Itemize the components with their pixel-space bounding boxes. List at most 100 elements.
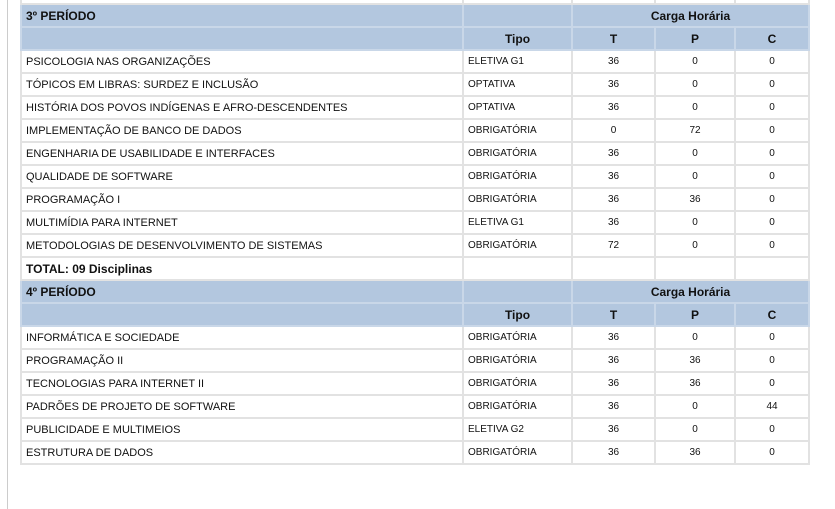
table-row: IMPLEMENTAÇÃO DE BANCO DE DADOS OBRIGATÓR…: [20, 118, 810, 143]
course-type: OBRIGATÓRIA: [462, 394, 573, 419]
course-type: OBRIGATÓRIA: [462, 164, 573, 189]
course-type: OBRIGATÓRIA: [462, 440, 573, 465]
hours-c: 0: [734, 187, 810, 212]
column-header-row: Tipo T P C: [20, 302, 810, 327]
hours-c: 0: [734, 417, 810, 442]
course-type: OBRIGATÓRIA: [462, 325, 573, 350]
header-p: P: [654, 302, 736, 327]
hours-c: 0: [734, 440, 810, 465]
table-row: QUALIDADE DE SOFTWARE OBRIGATÓRIA 36 0 0: [20, 164, 810, 189]
header-tipo: Tipo: [462, 302, 573, 327]
hours-c: 0: [734, 118, 810, 143]
empty-cell: [734, 0, 810, 5]
carga-horaria-header: Carga Horária: [571, 3, 810, 28]
hours-t: 36: [571, 440, 656, 465]
table-row: HISTÓRIA DOS POVOS INDÍGENAS E AFRO-DESC…: [20, 95, 810, 120]
hours-t: 36: [571, 394, 656, 419]
hours-p: 0: [654, 210, 736, 235]
period-header-row: 3º PERÍODO Carga Horária: [20, 3, 810, 28]
hours-p: 0: [654, 49, 736, 74]
table-row: MULTIMÍDIA PARA INTERNET ELETIVA G1 36 0 0: [20, 210, 810, 235]
hours-t: 36: [571, 164, 656, 189]
course-name: HISTÓRIA DOS POVOS INDÍGENAS E AFRO-DESC…: [20, 95, 464, 120]
table-row: TECNOLOGIAS PARA INTERNET II OBRIGATÓRIA 3…: [20, 371, 810, 396]
hours-t: 36: [571, 325, 656, 350]
hours-p: 0: [654, 325, 736, 350]
table-row: INFORMÁTICA E SOCIEDADE OBRIGATÓRIA 36 0 0: [20, 325, 810, 350]
hours-p: 0: [654, 233, 736, 258]
hours-c: 0: [734, 72, 810, 97]
hours-p: 36: [654, 440, 736, 465]
course-type: OBRIGATÓRIA: [462, 141, 573, 166]
course-name: MULTIMÍDIA PARA INTERNET: [20, 210, 464, 235]
hours-t: 36: [571, 210, 656, 235]
table-row: ESTRUTURA DE DADOS OBRIGATÓRIA 36 36 0: [20, 440, 810, 465]
course-name: PROGRAMAÇÃO II: [20, 348, 464, 373]
course-name: PADRÕES DE PROJETO DE SOFTWARE: [20, 394, 464, 419]
header-c: C: [734, 26, 810, 51]
hours-c: 0: [734, 348, 810, 373]
hours-t: 36: [571, 49, 656, 74]
curriculum-table: 3º PERÍODO Carga Horária Tipo T P C PSICOLOGIA…: [20, 0, 810, 465]
header-t: T: [571, 302, 656, 327]
header-p: P: [654, 26, 736, 51]
empty-cell: [462, 279, 573, 304]
hours-t: 36: [571, 348, 656, 373]
hours-c: 0: [734, 49, 810, 74]
hours-p: 36: [654, 187, 736, 212]
hours-c: 0: [734, 210, 810, 235]
empty-cell: [20, 26, 464, 51]
table-row: PROGRAMAÇÃO I OBRIGATÓRIA 36 36 0: [20, 187, 810, 212]
empty-cell: [20, 0, 464, 5]
hours-c: 44: [734, 394, 810, 419]
empty-cell: [654, 256, 736, 281]
course-type: OBRIGATÓRIA: [462, 118, 573, 143]
column-header-row: Tipo T P C: [20, 26, 810, 51]
course-name: PUBLICIDADE E MULTIMEIOS: [20, 417, 464, 442]
hours-c: 0: [734, 95, 810, 120]
course-type: OBRIGATÓRIA: [462, 371, 573, 396]
table-row: PSICOLOGIA NAS ORGANIZAÇÕES ELETIVA G1 36 0…: [20, 49, 810, 74]
hours-t: 36: [571, 187, 656, 212]
empty-cell: [571, 256, 656, 281]
header-c: C: [734, 302, 810, 327]
page-left-border: [7, 0, 8, 509]
header-t: T: [571, 26, 656, 51]
course-name: TÓPICOS EM LIBRAS: SURDEZ E INCLUSÃO: [20, 72, 464, 97]
course-name: IMPLEMENTAÇÃO DE BANCO DE DADOS: [20, 118, 464, 143]
course-type: OPTATIVA: [462, 95, 573, 120]
hours-c: 0: [734, 233, 810, 258]
table-row: PUBLICIDADE E MULTIMEIOS ELETIVA G2 36 0 0: [20, 417, 810, 442]
empty-cell: [734, 256, 810, 281]
hours-t: 36: [571, 371, 656, 396]
table-row: PADRÕES DE PROJETO DE SOFTWARE OBRIGATÓRI…: [20, 394, 810, 419]
hours-t: 36: [571, 72, 656, 97]
hours-p: 0: [654, 394, 736, 419]
hours-p: 0: [654, 164, 736, 189]
table-row: TÓPICOS EM LIBRAS: SURDEZ E INCLUSÃO OPTA…: [20, 72, 810, 97]
course-type: ELETIVA G1: [462, 49, 573, 74]
hours-p: 0: [654, 141, 736, 166]
course-name: ESTRUTURA DE DADOS: [20, 440, 464, 465]
course-name: METODOLOGIAS DE DESENVOLVIMENTO DE SISTE…: [20, 233, 464, 258]
hours-p: 0: [654, 95, 736, 120]
carga-horaria-header: Carga Horária: [571, 279, 810, 304]
hours-p: 36: [654, 371, 736, 396]
course-name: INFORMÁTICA E SOCIEDADE: [20, 325, 464, 350]
period-header-row: 4º PERÍODO Carga Horária: [20, 279, 810, 304]
hours-t: 36: [571, 141, 656, 166]
period-title: 4º PERÍODO: [20, 279, 464, 304]
empty-cell: [462, 256, 573, 281]
course-type: OPTATIVA: [462, 72, 573, 97]
hours-p: 0: [654, 417, 736, 442]
total-row: TOTAL: 09 Disciplinas: [20, 256, 810, 281]
empty-cell: [20, 302, 464, 327]
total-label: TOTAL: 09 Disciplinas: [20, 256, 464, 281]
hours-c: 0: [734, 164, 810, 189]
course-name: TECNOLOGIAS PARA INTERNET II: [20, 371, 464, 396]
course-type: OBRIGATÓRIA: [462, 233, 573, 258]
empty-cell: [654, 0, 736, 5]
hours-t: 0: [571, 118, 656, 143]
course-type: OBRIGATÓRIA: [462, 187, 573, 212]
course-name: QUALIDADE DE SOFTWARE: [20, 164, 464, 189]
